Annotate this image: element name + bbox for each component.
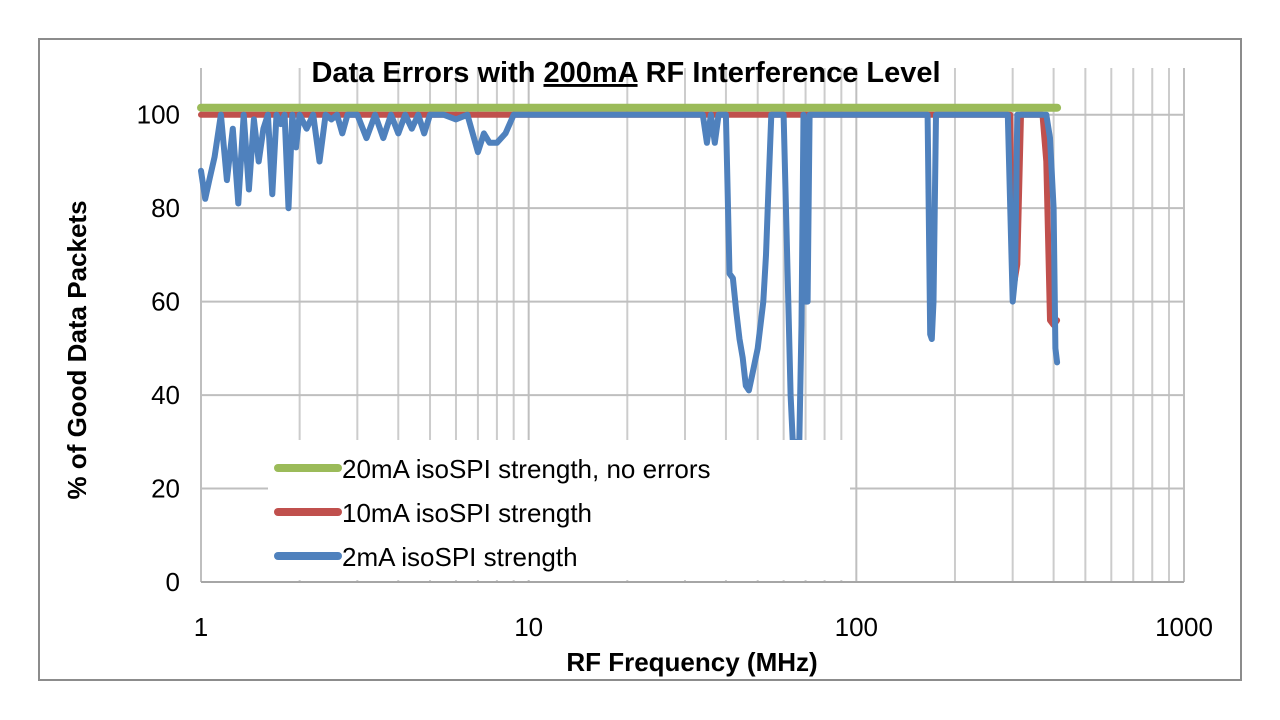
y-tick-label: 20 xyxy=(151,474,180,504)
y-axis-title: % of Good Data Packets xyxy=(62,200,92,499)
chart-title-emphasis: 200mA xyxy=(544,57,639,89)
y-tick-label: 60 xyxy=(151,287,180,317)
y-tick-label: 100 xyxy=(137,100,180,130)
y-tick-label: 80 xyxy=(151,193,180,223)
x-tick-label: 10 xyxy=(514,612,543,642)
y-tick-label: 0 xyxy=(166,567,180,597)
legend-box xyxy=(268,440,850,580)
legend-label-2ma: 2mA isoSPI strength xyxy=(342,542,578,572)
chart-title-suffix: RF Interference Level xyxy=(638,57,941,89)
x-tick-label: 1000 xyxy=(1155,612,1213,642)
chart-title-prefix: Data Errors with xyxy=(311,57,543,89)
legend-label-no-errors: 20mA isoSPI strength, no errors xyxy=(342,454,711,484)
series-lines xyxy=(197,103,1062,450)
legend-label-10ma: 10mA isoSPI strength xyxy=(342,498,592,528)
legend: 20mA isoSPI strength, no errors 10mA iso… xyxy=(268,440,850,580)
x-tick-label: 100 xyxy=(835,612,878,642)
x-tick-label: 1 xyxy=(194,612,208,642)
series-line-2 xyxy=(198,111,1061,450)
x-axis-title: RF Frequency (MHz) xyxy=(566,647,817,677)
chart-title: Data Errors with 200mA RF Interference L… xyxy=(311,57,940,89)
tick-labels: 0 20 40 60 80 100 1 10 100 1000 xyxy=(137,100,1213,642)
y-tick-label: 40 xyxy=(151,380,180,410)
